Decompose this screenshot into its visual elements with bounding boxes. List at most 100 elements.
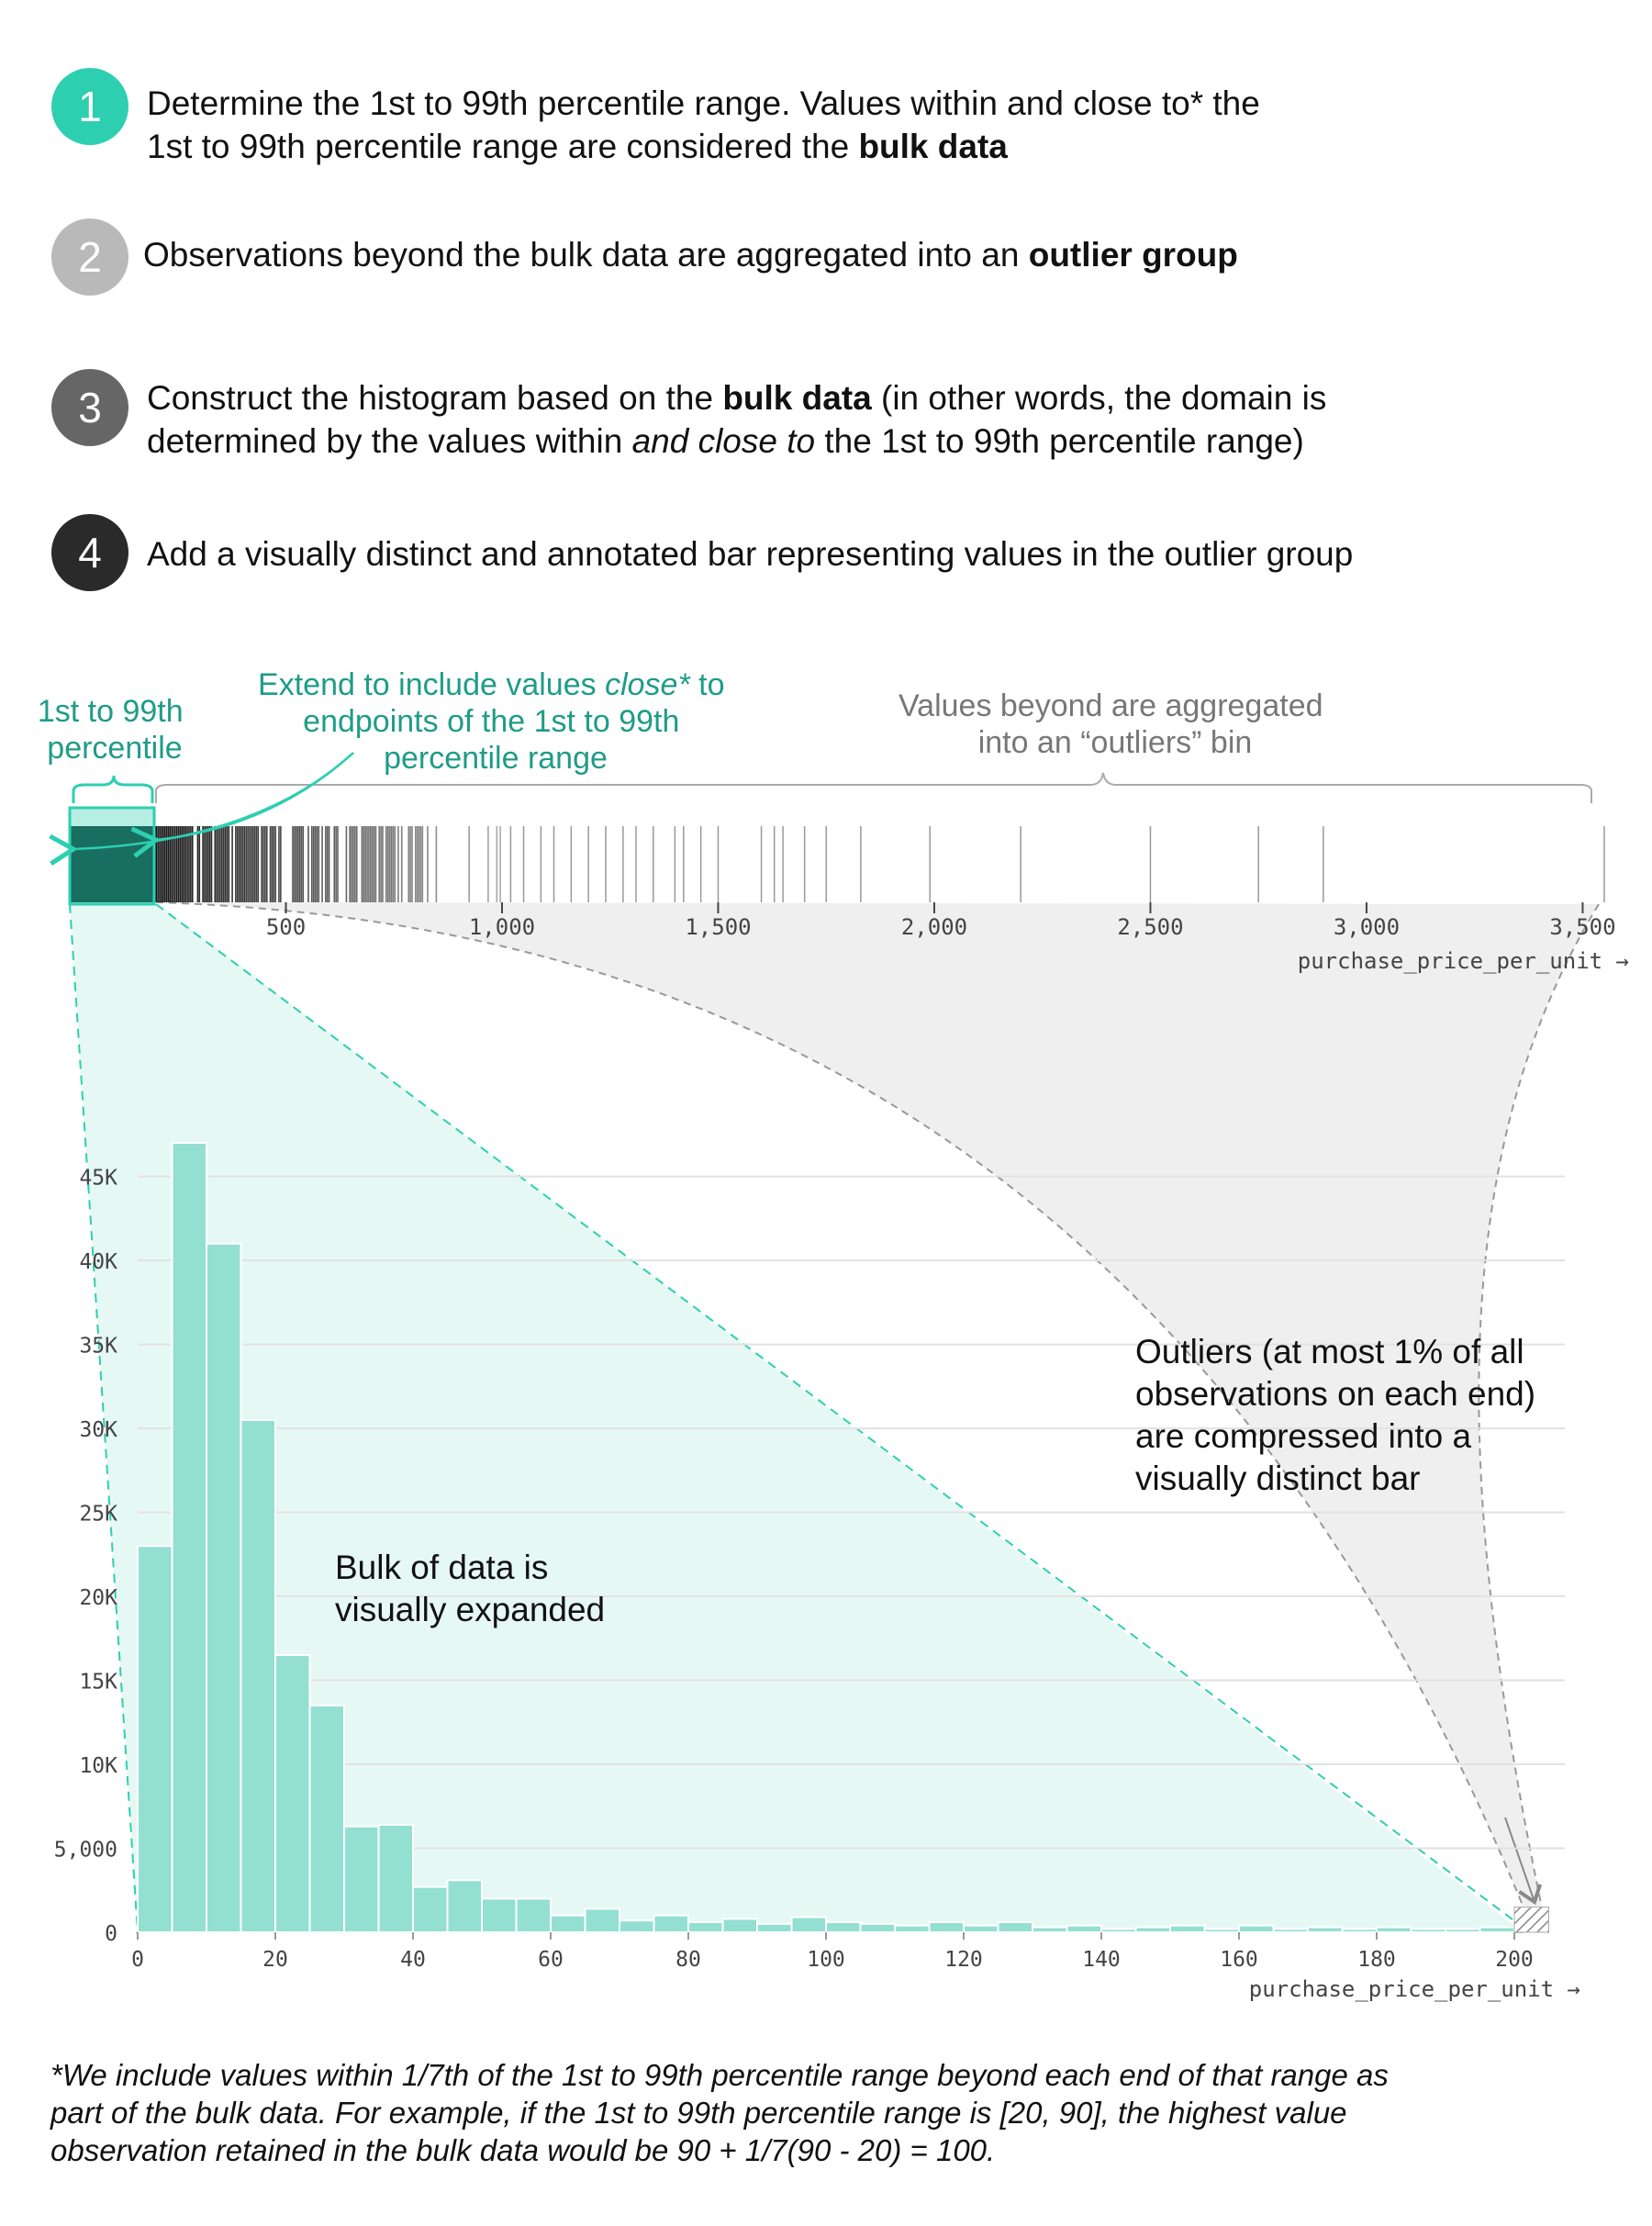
histogram-bar bbox=[343, 1825, 380, 1933]
histogram-bar bbox=[308, 1704, 345, 1934]
step-number-badge: 3 bbox=[51, 369, 128, 446]
histogram-bar bbox=[997, 1921, 1033, 1933]
histogram-bar bbox=[584, 1907, 620, 1934]
bulk-annotation: Bulk of data is visually expanded bbox=[335, 1549, 605, 1628]
histogram-bar bbox=[1100, 1928, 1137, 1933]
step-number-badge: 1 bbox=[51, 68, 128, 145]
y-tick-label: 0 bbox=[105, 1922, 117, 1946]
extend-annotation: Extend to include values close* to endpo… bbox=[258, 667, 733, 776]
histogram-bar bbox=[1238, 1924, 1275, 1934]
outlier-funnel-edge bbox=[1478, 903, 1600, 1908]
step-line: Add a visually distinct and annotated ba… bbox=[147, 535, 1354, 573]
x-tick-label: 20 bbox=[262, 1948, 288, 1972]
histogram-bar bbox=[1134, 1926, 1171, 1934]
y-tick-label: 10K bbox=[79, 1754, 117, 1778]
x-tick-label: 100 bbox=[807, 1948, 845, 1972]
beyond-brace bbox=[155, 772, 1592, 803]
bulk-expansion-region bbox=[70, 902, 1524, 1932]
strip-tick-label: 1,500 bbox=[685, 914, 751, 940]
histogram-bar bbox=[963, 1924, 999, 1934]
step-number-badge: 2 bbox=[51, 218, 128, 296]
x-tick-label: 60 bbox=[538, 1948, 564, 1972]
bulk-expansion-edge bbox=[69, 903, 139, 1933]
histogram-bar bbox=[446, 1879, 483, 1934]
x-tick-label: 140 bbox=[1082, 1948, 1121, 1972]
histogram-bar bbox=[171, 1142, 207, 1933]
histogram-bar bbox=[1376, 1926, 1412, 1934]
histogram-bar bbox=[825, 1921, 862, 1933]
histogram-bar bbox=[687, 1921, 724, 1933]
step-text: Determine the 1st to 99th percentile ran… bbox=[147, 82, 1260, 168]
histogram-bar bbox=[515, 1897, 552, 1934]
outlier-funnel-region bbox=[156, 902, 1599, 1907]
histogram-bar bbox=[274, 1654, 311, 1933]
footnote-line: observation retained in the bulk data wo… bbox=[50, 2133, 996, 2167]
histogram-bar bbox=[1341, 1928, 1378, 1933]
footnote-line: part of the bulk data. For example, if t… bbox=[50, 2096, 1347, 2130]
histogram-x-axis-label: purchase_price_per_unit → bbox=[1249, 1976, 1580, 2002]
x-tick-label: 80 bbox=[675, 1948, 701, 1972]
step-line: Observations beyond the bulk data are ag… bbox=[143, 236, 1238, 274]
x-tick-label: 120 bbox=[944, 1948, 983, 1972]
histogram-bar bbox=[790, 1916, 827, 1934]
histogram-bar bbox=[721, 1918, 758, 1934]
percentile-brace bbox=[72, 775, 154, 803]
histogram-bar bbox=[1410, 1928, 1446, 1933]
x-tick-label: 40 bbox=[400, 1948, 426, 1972]
x-tick-label: 200 bbox=[1495, 1948, 1534, 1972]
strip-plot bbox=[70, 826, 1605, 902]
histogram-bar bbox=[1066, 1924, 1102, 1934]
histogram-bar bbox=[1479, 1926, 1515, 1934]
x-tick-label: 180 bbox=[1357, 1948, 1396, 1972]
strip-tick-label: 1,000 bbox=[469, 914, 535, 940]
histogram-bar bbox=[206, 1242, 242, 1933]
bulk-range-highlight bbox=[68, 806, 156, 906]
strip-x-axis-label: purchase_price_per_unit → bbox=[1298, 948, 1629, 974]
histogram-x-axis: 0 20 40 60 80 100 120 140 160 180 200 bbox=[131, 1932, 1534, 1972]
histogram-bar bbox=[137, 1545, 173, 1933]
outlier-bar bbox=[1513, 1907, 1549, 1933]
outliers-annotation: Outliers (at most 1% of all observations… bbox=[1135, 1333, 1545, 1497]
footnote: *We include values within 1/7th of the 1… bbox=[50, 2056, 1611, 2169]
strip-tick-label: 2,500 bbox=[1117, 914, 1183, 940]
histogram-bars bbox=[137, 1142, 1549, 1934]
histogram-bar bbox=[550, 1914, 586, 1934]
step-line: 1st to 99th percentile range are conside… bbox=[147, 128, 1008, 165]
bulk-expansion-edge bbox=[155, 903, 1524, 1929]
histogram-bar bbox=[1307, 1926, 1344, 1934]
histogram-bar bbox=[619, 1919, 655, 1933]
step-line: determined by the values within and clos… bbox=[147, 422, 1304, 460]
histogram-bar bbox=[1445, 1928, 1481, 1933]
beyond-annotation: Values beyond are aggregated into an “ou… bbox=[899, 688, 1332, 760]
y-tick-label: 25K bbox=[79, 1503, 117, 1527]
histogram-bar bbox=[1169, 1924, 1206, 1934]
strip-tick-label: 3,000 bbox=[1334, 914, 1400, 940]
x-tick-label: 0 bbox=[131, 1948, 144, 1972]
histogram-bar bbox=[481, 1897, 518, 1934]
histogram-bar bbox=[412, 1885, 449, 1933]
histogram-bar bbox=[756, 1922, 793, 1934]
percentile-annotation: 1st to 99th percentile bbox=[38, 694, 192, 766]
y-tick-label: 40K bbox=[79, 1250, 117, 1274]
y-tick-label: 20K bbox=[79, 1586, 117, 1610]
histogram-bar bbox=[377, 1823, 414, 1934]
x-tick-label: 160 bbox=[1220, 1948, 1258, 1972]
step-line: Determine the 1st to 99th percentile ran… bbox=[147, 84, 1260, 122]
histogram-bar bbox=[653, 1914, 689, 1934]
y-tick-label: 30K bbox=[79, 1418, 117, 1442]
y-tick-label: 5,000 bbox=[54, 1839, 117, 1862]
extend-arrow bbox=[130, 752, 354, 858]
histogram-bar bbox=[894, 1924, 931, 1934]
strip-tick-label: 500 bbox=[266, 914, 306, 940]
step-text: Observations beyond the bulk data are ag… bbox=[143, 233, 1238, 276]
footnote-line: *We include values within 1/7th of the 1… bbox=[50, 2058, 1389, 2092]
strip-x-axis: 500 1,000 1,500 2,000 2,500 3,000 3,500 bbox=[266, 902, 1616, 940]
histogram-bar bbox=[1203, 1928, 1240, 1933]
outlier-funnel-edge bbox=[155, 901, 1524, 1908]
histogram-bar bbox=[928, 1921, 965, 1933]
strip-tick-label: 3,500 bbox=[1549, 914, 1615, 940]
step-number-badge: 4 bbox=[51, 514, 128, 591]
y-tick-label: 15K bbox=[79, 1671, 117, 1695]
step-text: Construct the histogram based on the bul… bbox=[147, 376, 1326, 463]
